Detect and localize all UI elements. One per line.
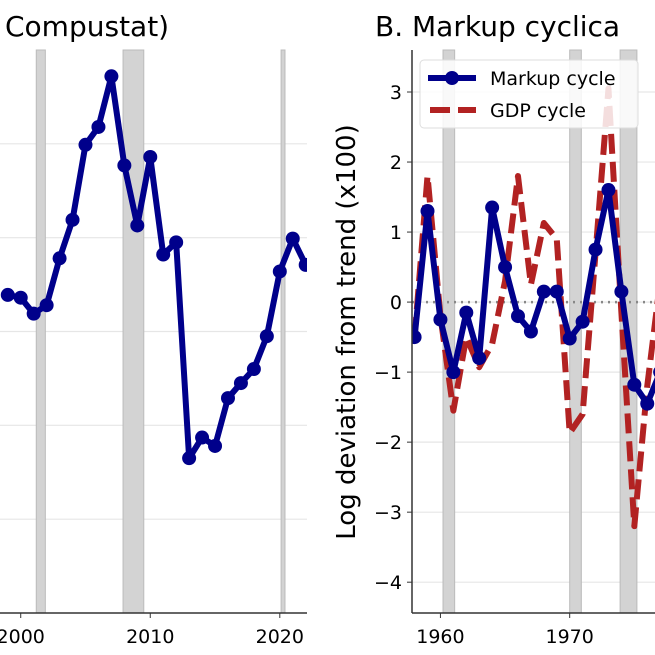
y-tick-label: −4 (374, 572, 402, 594)
data-point (143, 149, 158, 164)
data-point (510, 309, 525, 324)
data-point (117, 158, 132, 173)
data-point (26, 306, 41, 321)
data-point (52, 251, 67, 266)
legend-markup-marker (445, 71, 459, 85)
data-point (640, 396, 655, 411)
data-point (259, 329, 274, 344)
data-point (130, 218, 145, 233)
data-point (65, 212, 80, 227)
recession-band (122, 49, 145, 614)
data-point (412, 330, 422, 345)
y-tick-label: 2 (390, 152, 402, 174)
legend: Markup cycle GDP cycle (419, 59, 639, 129)
panel-b-ylabel: Log deviation from trend (x100) (332, 124, 362, 539)
data-point (182, 451, 197, 466)
data-point (472, 351, 487, 366)
data-point (272, 264, 287, 279)
data-point (0, 287, 15, 302)
panel-b: 3 2 1 0 −1 −2 −3 −4 1960 1970 (374, 49, 655, 648)
series-line-0 (412, 187, 655, 407)
data-point (220, 391, 235, 406)
data-point (549, 284, 564, 299)
data-point (627, 377, 642, 392)
data-point (246, 362, 261, 377)
panel-a: 2000 2010 2020 (0, 49, 307, 648)
data-point (169, 235, 184, 250)
data-point (39, 298, 54, 313)
data-point (485, 200, 500, 215)
data-point (78, 137, 93, 152)
y-tick-label: −1 (374, 362, 402, 384)
data-point (536, 284, 551, 299)
data-point (498, 260, 513, 275)
data-point (298, 257, 307, 272)
legend-gdp-label: GDP cycle (490, 100, 586, 122)
data-point (91, 119, 106, 134)
data-point (614, 284, 629, 299)
y-tick-label: 3 (390, 82, 402, 104)
data-point (575, 314, 590, 329)
data-point (459, 305, 474, 320)
data-point (433, 312, 448, 327)
data-point (420, 204, 435, 219)
data-point (13, 290, 28, 305)
panel-a-title: Compustat) (5, 10, 169, 43)
data-point (601, 183, 616, 198)
y-tick-label: 1 (390, 222, 402, 244)
data-point (446, 365, 461, 380)
data-point (156, 247, 171, 262)
data-point (285, 231, 300, 246)
legend-markup-label: Markup cycle (490, 68, 616, 90)
y-tick-label: −2 (374, 432, 402, 454)
y-tick-label: 0 (390, 292, 402, 314)
data-point (562, 331, 577, 346)
x-tick-label: 1960 (416, 626, 464, 648)
data-point (104, 69, 119, 84)
data-point (588, 242, 603, 257)
recession-band (280, 49, 286, 614)
x-tick-label: 1970 (546, 626, 594, 648)
panel-b-title: B. Markup cyclica (375, 10, 620, 43)
data-point (523, 324, 538, 339)
series-line-0 (7, 73, 307, 462)
x-tick-label: 2010 (126, 626, 174, 648)
data-point (208, 438, 223, 453)
x-tick-label: 2000 (0, 626, 45, 648)
x-tick-label: 2020 (256, 626, 304, 648)
data-point (195, 430, 210, 445)
y-tick-label: −3 (374, 502, 402, 524)
recession-band (35, 49, 46, 614)
data-point (233, 376, 248, 391)
